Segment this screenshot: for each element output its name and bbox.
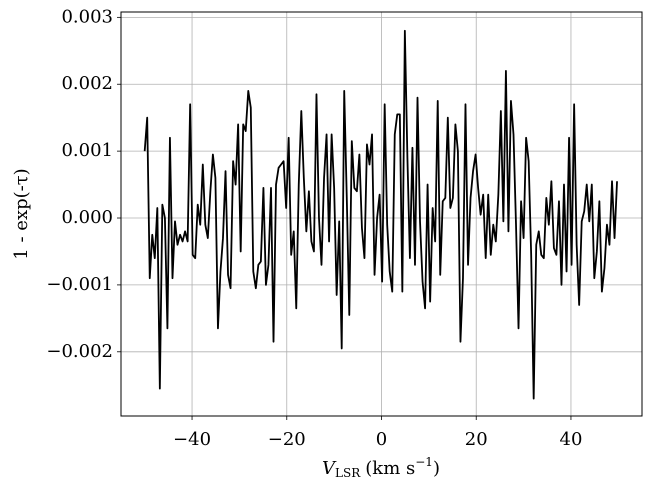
y-axis-label: 1 - exp(-τ) [11,168,32,259]
x-label-symbol: V [322,458,337,479]
x-label-exponent: −1 [415,455,433,469]
x-label-unit: (km s [365,458,415,479]
x-tick-label: 40 [560,429,583,450]
y-tick-label: 0.002 [61,73,113,94]
y-tick-label: 0.001 [61,140,113,161]
y-tick-label: −0.002 [46,341,113,362]
x-label-subscript: LSR [335,466,361,480]
x-axis-label: VLSR (km s−1) [322,455,440,480]
x-tick-label: 20 [465,429,488,450]
x-tick-label: 0 [376,429,387,450]
data-line [143,29,618,400]
y-tick-label: −0.001 [46,274,113,295]
x-tick-label: −20 [268,429,306,450]
x-tick-label: −40 [173,429,211,450]
plot [143,29,618,400]
x-label-close: ) [433,458,440,479]
y-tick-label: 0.000 [61,207,113,228]
y-tick-label: 0.003 [61,6,113,27]
